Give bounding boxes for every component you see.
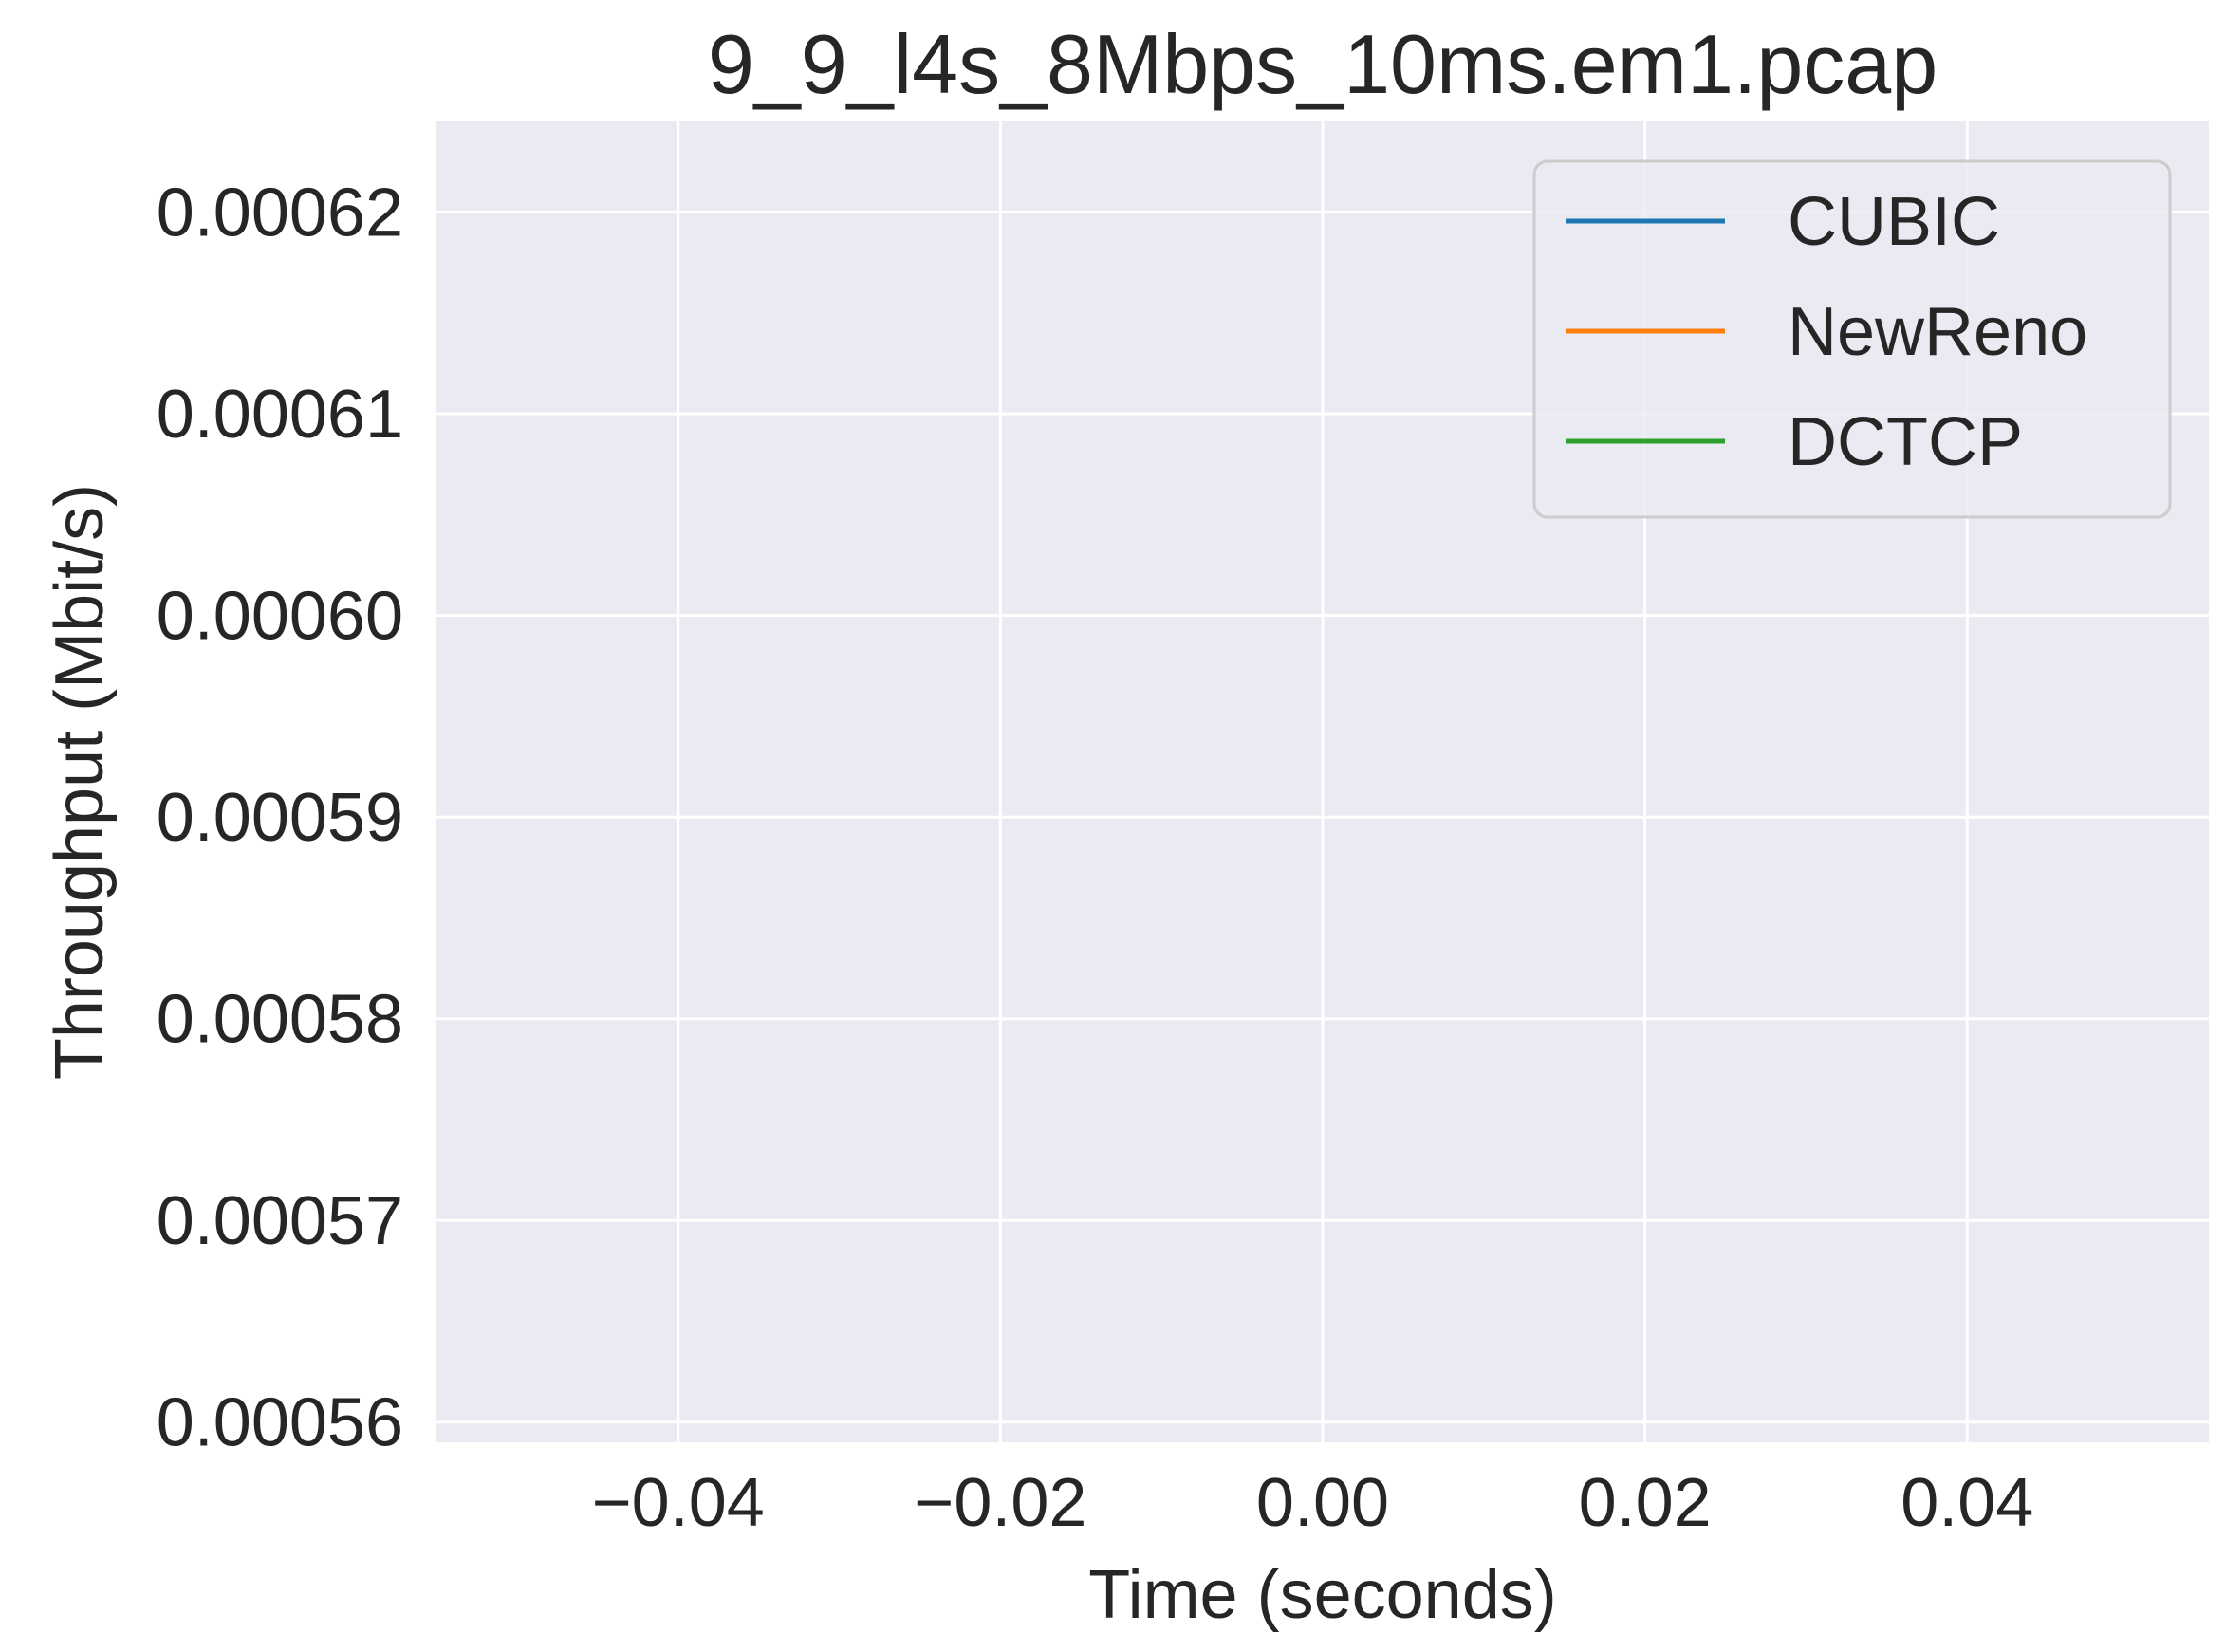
x-tick-label: 0.02 bbox=[1579, 1465, 1712, 1541]
x-tick-label: 0.00 bbox=[1256, 1465, 1389, 1541]
x-tick-label: 0.04 bbox=[1901, 1465, 2033, 1541]
y-tick-label: 0.00060 bbox=[157, 579, 403, 655]
legend: CUBIC NewReno DCTCP bbox=[1532, 159, 2172, 519]
y-axis-label: Throughput (Mbit/s) bbox=[42, 484, 118, 1080]
legend-label-dctcp: DCTCP bbox=[1788, 404, 2023, 480]
x-tick-labels: −0.04 −0.02 0.00 0.02 0.04 bbox=[592, 1465, 2034, 1541]
y-tick-label: 0.00057 bbox=[157, 1183, 403, 1259]
legend-box bbox=[1532, 159, 2172, 519]
x-axis-label: Time (seconds) bbox=[1088, 1557, 1556, 1633]
legend-label-newreno: NewReno bbox=[1788, 294, 2087, 370]
chart-title: 9_9_l4s_8Mbps_10ms.em1.pcap bbox=[708, 17, 1938, 111]
x-tick-label: −0.02 bbox=[914, 1465, 1086, 1541]
y-tick-label: 0.00058 bbox=[157, 982, 403, 1058]
legend-label-cubic: CUBIC bbox=[1788, 184, 2000, 260]
y-tick-label: 0.00062 bbox=[157, 176, 403, 251]
y-tick-labels: 0.00056 0.00057 0.00058 0.00059 0.00060 0.000… bbox=[157, 176, 403, 1461]
x-tick-label: −0.04 bbox=[592, 1465, 765, 1541]
y-tick-label: 0.00056 bbox=[157, 1385, 403, 1461]
y-tick-label: 0.00061 bbox=[157, 377, 403, 453]
y-tick-label: 0.00059 bbox=[157, 780, 403, 856]
